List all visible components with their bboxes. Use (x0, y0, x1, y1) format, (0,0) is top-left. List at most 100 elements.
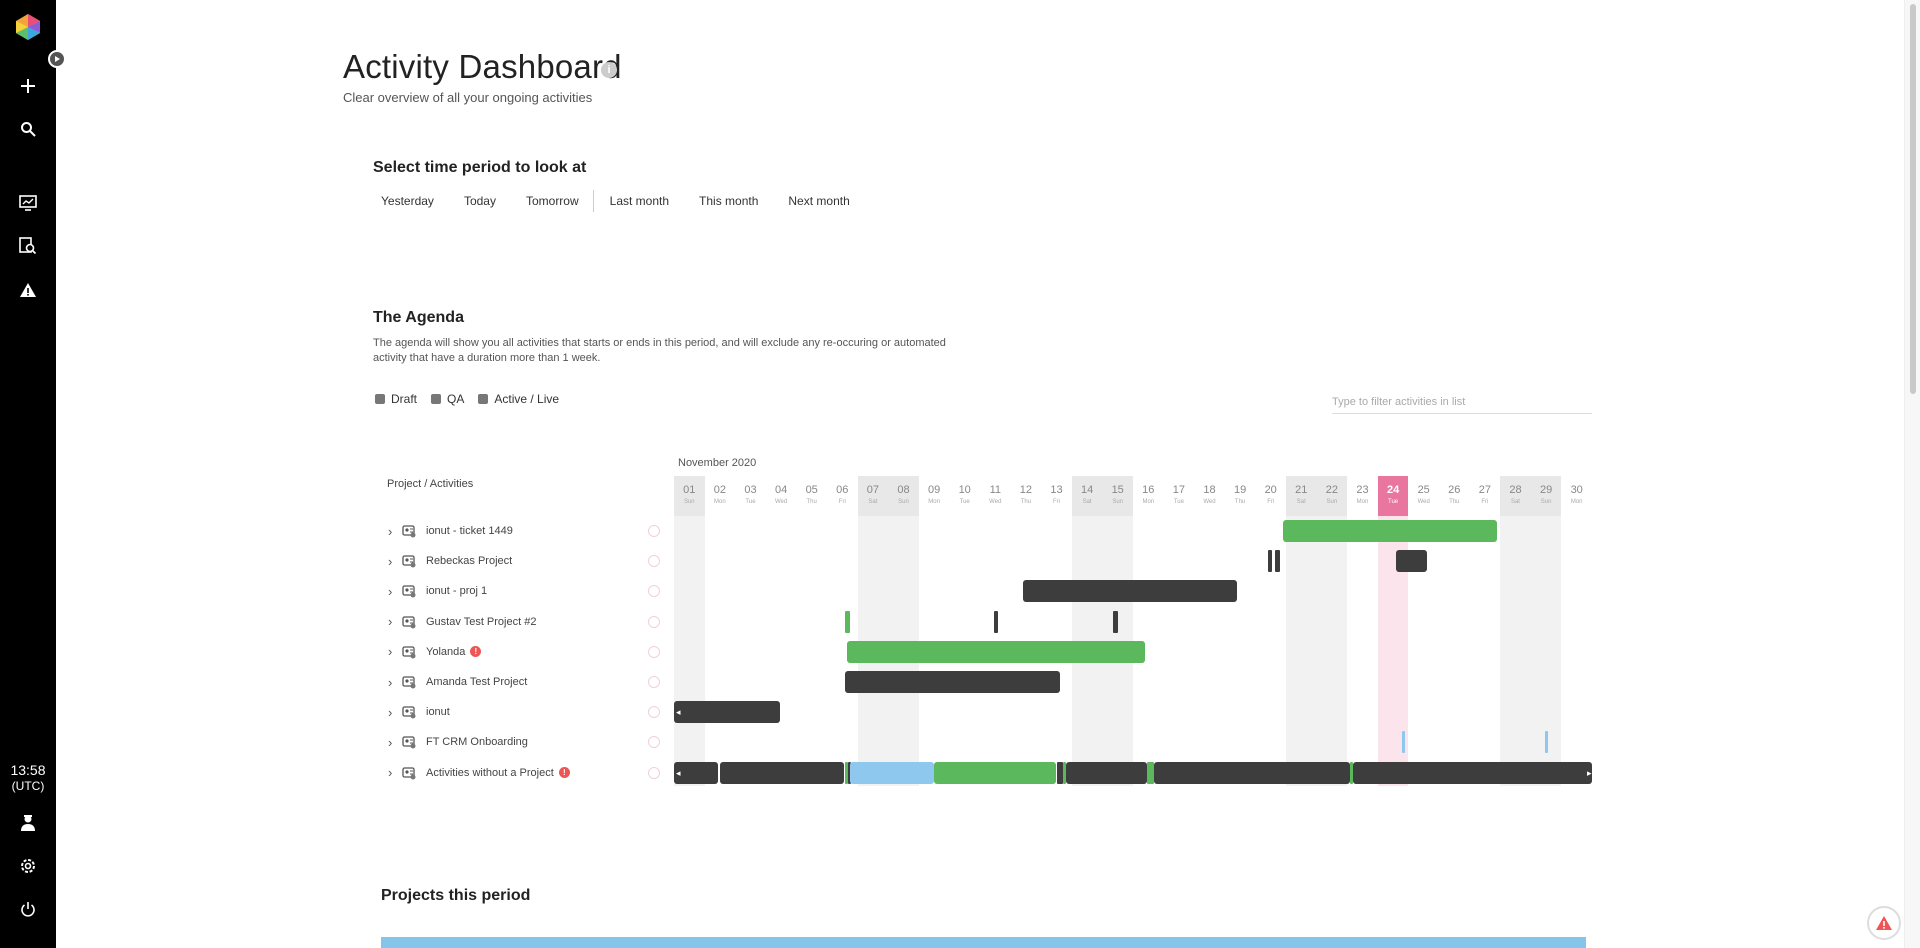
project-name: ionut (426, 706, 450, 719)
activity-bar-active[interactable] (845, 761, 849, 784)
activity-bar-draft[interactable] (993, 610, 999, 633)
project-row[interactable]: › FT CRM Onboarding (388, 727, 528, 757)
day-weekday: Fri (1267, 499, 1275, 505)
activity-bar-draft[interactable] (674, 761, 719, 784)
activity-bar-active[interactable] (1146, 761, 1155, 784)
user-icon[interactable] (0, 808, 56, 838)
chevron-right-icon[interactable]: › (388, 553, 393, 569)
project-row[interactable]: › Rebeckas Project (388, 546, 512, 576)
day-header-09: 09 Mon (919, 476, 950, 516)
page-scrollbar[interactable] (1904, 0, 1920, 948)
activity-filter-input[interactable] (1332, 390, 1592, 414)
bar-scroll-left-icon[interactable]: ◂ (676, 767, 681, 778)
chevron-right-icon[interactable]: › (388, 614, 393, 630)
activity-bar-qa[interactable] (1402, 731, 1406, 754)
period-today-button[interactable]: Today (463, 194, 496, 208)
info-icon[interactable]: i (601, 62, 617, 78)
activity-bar-active[interactable] (846, 640, 1146, 663)
day-header-06: 06 Fri (827, 476, 858, 516)
chevron-right-icon[interactable]: › (388, 583, 393, 599)
activity-bar-draft[interactable] (1275, 550, 1280, 573)
page-title: Activity Dashboard (343, 48, 622, 85)
project-row[interactable]: › ionut - ticket 1449 (388, 516, 513, 546)
activity-bar-draft[interactable] (1113, 610, 1118, 633)
activity-bar-draft[interactable] (1065, 761, 1147, 784)
activity-bar-draft[interactable] (1022, 580, 1238, 603)
chevron-right-icon[interactable]: › (388, 674, 393, 690)
bar-scroll-right-icon[interactable]: ▸ (1587, 767, 1592, 778)
day-column-shade (1316, 516, 1348, 786)
activity-bar-draft[interactable] (1267, 550, 1273, 573)
project-row[interactable]: › Gustav Test Project #2 (388, 607, 536, 637)
activity-bar-draft[interactable] (1353, 761, 1592, 784)
sidebar-toggle-button[interactable] (48, 50, 66, 68)
day-weekday: Wed (1203, 499, 1216, 505)
activity-bar-active[interactable] (934, 761, 1057, 784)
project-row[interactable]: › Yolanda! (388, 637, 482, 667)
activity-bar-draft[interactable] (1396, 550, 1427, 573)
legend-qa[interactable]: QA (431, 392, 464, 406)
clock-timezone: (UTC) (11, 779, 45, 793)
scrollbar-thumb[interactable] (1910, 4, 1916, 394)
activity-bar-qa[interactable] (1544, 731, 1548, 754)
project-icon (402, 585, 416, 598)
day-weekday: Sun (1540, 499, 1552, 505)
project-row[interactable]: › ionut (388, 697, 450, 727)
period-next-month-button[interactable]: Next month (788, 194, 850, 208)
warning-icon[interactable] (0, 275, 56, 305)
chevron-right-icon[interactable]: › (388, 644, 393, 660)
activity-bar-draft[interactable] (1056, 761, 1063, 784)
day-weekday: Sat (1296, 499, 1306, 505)
activity-bar-active[interactable] (1062, 761, 1066, 784)
project-name: Rebeckas Project (426, 555, 513, 568)
activity-bar-active[interactable] (1350, 761, 1354, 784)
dashboard-chart-icon[interactable] (0, 188, 56, 218)
activity-bar-draft[interactable] (719, 761, 844, 784)
activity-bar-draft[interactable] (674, 701, 780, 724)
legend-active[interactable]: Active / Live (478, 392, 559, 406)
chevron-right-icon[interactable]: › (388, 523, 393, 539)
activity-bar-qa[interactable] (849, 761, 935, 784)
chevron-right-icon[interactable]: › (388, 704, 393, 720)
search-icon[interactable] (0, 114, 56, 144)
day-header-18: 18 Wed (1194, 476, 1225, 516)
row-status-ring (648, 645, 660, 658)
app-logo-icon[interactable] (0, 10, 56, 44)
period-yesterday-button[interactable]: Yesterday (381, 194, 434, 208)
agenda-legend: Draft QA Active / Live (375, 392, 573, 406)
activity-bar-draft[interactable] (848, 761, 851, 784)
chevron-right-icon[interactable]: › (388, 734, 393, 750)
page-subtitle: Clear overview of all your ongoing activ… (343, 90, 593, 105)
project-warning-icon: ! (558, 767, 570, 779)
project-row[interactable]: › ionut - proj 1 (388, 576, 487, 606)
day-weekday: Sun (898, 499, 909, 505)
legend-draft[interactable]: Draft (375, 392, 417, 406)
alert-button[interactable] (1867, 906, 1901, 940)
day-header-12: 12 Thu (1011, 476, 1042, 516)
activity-bar-draft[interactable] (845, 671, 1060, 693)
day-number: 02 (713, 484, 727, 496)
day-header-20: 20 Fri (1255, 476, 1286, 516)
project-row[interactable]: › Activities without a Project! (388, 758, 570, 788)
day-weekday: Wed (1417, 499, 1430, 505)
project-row[interactable]: › Amanda Test Project (388, 667, 527, 697)
activity-bar-active[interactable] (1282, 520, 1498, 542)
activity-bar-active[interactable] (845, 610, 850, 633)
period-last-month-button[interactable]: Last month (609, 194, 670, 208)
day-weekday: Wed (989, 499, 1002, 505)
projects-period-bar[interactable] (381, 937, 1586, 948)
day-weekday: Thu (1234, 499, 1246, 505)
gear-icon[interactable] (0, 851, 56, 881)
bar-scroll-left-icon[interactable]: ◂ (676, 707, 681, 718)
chevron-right-icon[interactable]: › (388, 765, 393, 781)
report-search-icon[interactable] (0, 231, 56, 261)
day-weekday: Sat (1510, 499, 1520, 505)
period-tomorrow-button[interactable]: Tomorrow (525, 194, 579, 208)
add-icon[interactable] (0, 71, 56, 101)
period-this-month-button[interactable]: This month (699, 194, 759, 208)
row-status-ring (648, 555, 660, 568)
power-icon[interactable] (0, 894, 56, 924)
day-header-14: 14 Sat (1071, 476, 1103, 516)
day-column-shade (1500, 516, 1531, 786)
activity-bar-draft[interactable] (1154, 761, 1351, 784)
